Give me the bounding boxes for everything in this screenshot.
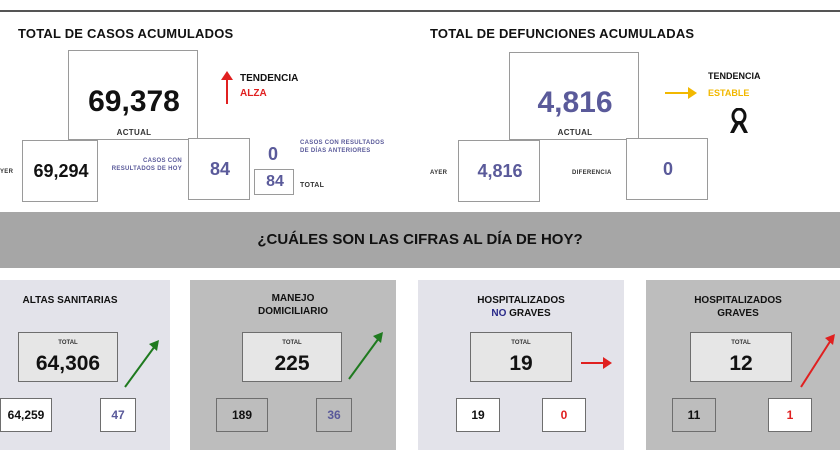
cases-total-box: 84 (254, 169, 294, 195)
cases-current-box: 69,378 ACTUAL (68, 50, 198, 140)
cases-previous-days-value: 0 (267, 144, 278, 164)
question-banner (0, 212, 840, 268)
cases-today-results-label: CASOS CON RESULTADOS DE HOY (111, 158, 182, 172)
deaths-yesterday-value: 4,816 (477, 161, 523, 181)
card-total-value: 64,306 (35, 352, 101, 375)
question-banner-text: ¿CUÁLES SON LAS CIFRAS AL DÍA DE HOY? (257, 231, 583, 248)
card-hospitalizados-no-graves: HOSPITALIZADOS NO GRAVES TOTAL 19 19 0 (418, 280, 624, 450)
card-total-value: 19 (509, 352, 533, 375)
card-title-graves: GRAVES (506, 308, 551, 319)
card-total-label: TOTAL (58, 340, 78, 346)
deaths-difference-box: 0 (626, 138, 708, 200)
deaths-current-box: 4,816 ACTUAL (509, 52, 639, 140)
card-total-label: TOTAL (282, 340, 302, 346)
deaths-difference-label: DIFERENCIA (572, 170, 612, 176)
card-diff-value: 47 (100, 398, 136, 432)
card-manejo-domiciliario: MANEJO DOMICILIARIO TOTAL 225 189 36 (190, 280, 396, 450)
cases-total-value: 84 (266, 173, 284, 190)
card-total-box: TOTAL 225 (242, 332, 342, 382)
card-title-line1: HOSPITALIZADOS (694, 295, 782, 306)
card-total-box: TOTAL 19 (470, 332, 572, 382)
cases-yesterday-label: YER (0, 169, 14, 175)
card-total-value: 12 (729, 352, 753, 375)
red-right-arrow-icon (581, 357, 612, 369)
card-title-line1: HOSPITALIZADOS (477, 295, 565, 306)
card-total-label: TOTAL (511, 340, 531, 346)
card-title: ALTAS SANITARIAS (22, 295, 118, 306)
card-total-label: TOTAL (731, 340, 751, 346)
yellow-right-arrow-icon (665, 87, 697, 99)
card-title-line2: GRAVES (717, 308, 759, 319)
card-title-no: NO (491, 308, 507, 319)
deaths-yesterday-label: AYER (430, 170, 448, 176)
deaths-trend-label: TENDENCIA (708, 71, 761, 81)
cases-trend-value: ALZA (240, 88, 267, 99)
card-prev-value: 64,259 (0, 398, 52, 432)
cases-yesterday-value: 69,294 (33, 161, 89, 181)
deaths-current-value: 4,816 (537, 86, 613, 119)
card-total-value: 225 (274, 352, 310, 375)
card-prev-value: 19 (456, 398, 500, 432)
card-title-line2: NO GRAVES (418, 307, 624, 320)
card-total-box: TOTAL 64,306 (18, 332, 118, 382)
card-total-box: TOTAL 12 (690, 332, 792, 382)
deaths-title: TOTAL DE DEFUNCIONES ACUMULADAS (430, 26, 695, 41)
card-prev-value: 189 (216, 398, 268, 432)
cases-title: TOTAL DE CASOS ACUMULADOS (18, 26, 234, 41)
cases-current-value: 69,378 (88, 85, 180, 118)
cases-today-results-value: 84 (209, 159, 231, 179)
deaths-difference-value: 0 (662, 159, 673, 179)
cases-today-results-box: 84 (188, 138, 250, 200)
cases-total-label: TOTAL (300, 182, 325, 189)
top-divider (0, 10, 840, 12)
card-diff-value: 36 (316, 398, 352, 432)
card-diff-value: 1 (768, 398, 812, 432)
card-altas-sanitarias: ALTAS SANITARIAS TOTAL 64,306 64,259 47 (0, 280, 170, 450)
cases-current-label: ACTUAL (116, 128, 152, 137)
cases-trend-label: TENDENCIA (240, 73, 299, 84)
card-prev-value: 11 (672, 398, 716, 432)
red-up-arrow-icon (221, 71, 233, 104)
deaths-trend-value: ESTABLE (708, 88, 750, 98)
deaths-current-label: ACTUAL (557, 128, 593, 137)
cases-previous-days-label: CASOS CON RESULTADOS DE DÍAS ANTERIORES (300, 140, 385, 154)
card-hospitalizados-graves: HOSPITALIZADOS GRAVES TOTAL 12 11 1 (646, 280, 840, 450)
black-ribbon-icon (730, 108, 748, 133)
cases-yesterday-box: 69,294 (22, 140, 98, 202)
card-title-line2: DOMICILIARIO (258, 306, 328, 317)
green-up-arrow-icon (348, 332, 383, 380)
red-up-arrow-icon (800, 334, 835, 388)
card-diff-value: 0 (542, 398, 586, 432)
green-up-arrow-icon (124, 340, 159, 388)
deaths-yesterday-box: 4,816 (458, 140, 540, 202)
card-title-line1: MANEJO (271, 293, 315, 304)
